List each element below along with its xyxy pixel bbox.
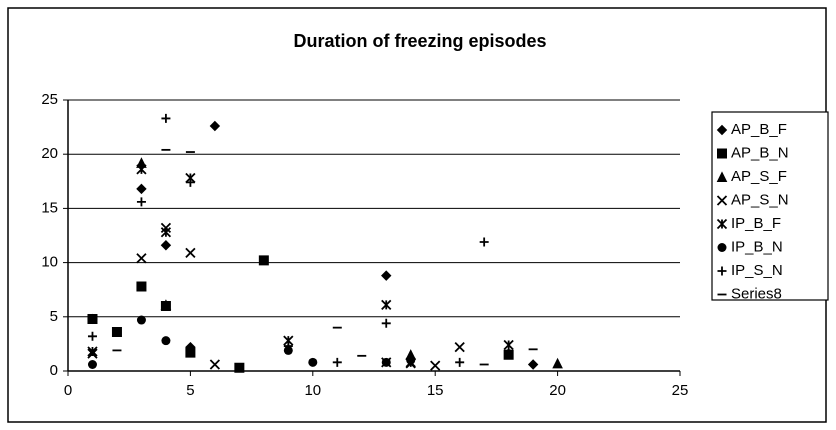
legend-marker bbox=[717, 243, 727, 252]
point bbox=[185, 177, 195, 187]
point bbox=[527, 359, 539, 370]
chart-title: Duration of freezing episodes bbox=[293, 31, 546, 51]
point bbox=[209, 120, 221, 132]
point bbox=[406, 355, 416, 365]
y-tick-label: 20 bbox=[41, 145, 58, 162]
legend-label: IP_B_N bbox=[731, 238, 783, 255]
point bbox=[381, 270, 392, 281]
x-tick-label: 10 bbox=[304, 382, 321, 399]
legend-marker bbox=[716, 195, 728, 206]
point bbox=[381, 357, 391, 367]
point bbox=[136, 315, 146, 325]
point bbox=[87, 331, 97, 341]
point bbox=[136, 197, 146, 207]
point bbox=[234, 362, 245, 373]
y-tick-label: 0 bbox=[50, 362, 58, 379]
point bbox=[479, 237, 489, 247]
point bbox=[504, 349, 514, 359]
point bbox=[136, 281, 147, 292]
point bbox=[87, 359, 97, 369]
legend-marker bbox=[717, 148, 727, 159]
point bbox=[160, 240, 172, 251]
x-tick-label: 15 bbox=[427, 382, 444, 399]
legend-label: IP_B_F bbox=[731, 215, 781, 232]
legend-marker bbox=[716, 218, 728, 230]
legend-box bbox=[711, 111, 829, 301]
point bbox=[111, 326, 122, 337]
point bbox=[430, 360, 441, 371]
point bbox=[503, 339, 514, 351]
x-tick-label: 20 bbox=[549, 382, 566, 399]
point bbox=[87, 346, 98, 357]
point bbox=[209, 359, 221, 370]
point bbox=[454, 342, 465, 353]
point bbox=[161, 336, 171, 346]
point bbox=[308, 357, 318, 367]
x-tick-label: 0 bbox=[64, 382, 72, 399]
point bbox=[455, 357, 465, 367]
point bbox=[136, 164, 147, 175]
point bbox=[185, 344, 195, 354]
legend-marker bbox=[717, 266, 727, 276]
point bbox=[136, 183, 147, 195]
point bbox=[161, 113, 171, 123]
point bbox=[283, 341, 293, 351]
legend-label: IP_S_N bbox=[731, 262, 783, 279]
legend-label: Series8 bbox=[731, 285, 782, 302]
y-tick-label: 5 bbox=[50, 308, 58, 325]
point bbox=[552, 357, 563, 369]
point bbox=[332, 357, 342, 367]
legend-label: AP_S_F bbox=[731, 168, 787, 185]
legend-label: AP_B_F bbox=[731, 121, 787, 138]
x-tick-label: 25 bbox=[672, 382, 689, 399]
point bbox=[381, 299, 392, 311]
x-tick-label: 5 bbox=[186, 382, 194, 399]
y-tick-label: 15 bbox=[41, 199, 58, 216]
point bbox=[258, 255, 269, 266]
legend-label: AP_S_N bbox=[731, 191, 789, 208]
point bbox=[185, 247, 196, 258]
point bbox=[87, 313, 98, 324]
point bbox=[136, 253, 147, 264]
y-tick-label: 10 bbox=[41, 254, 58, 271]
chart-border bbox=[7, 7, 827, 423]
point bbox=[160, 299, 172, 310]
legend-marker bbox=[716, 124, 728, 136]
y-tick-label: 25 bbox=[41, 91, 58, 108]
point bbox=[160, 227, 172, 238]
legend-marker bbox=[716, 171, 728, 182]
legend-label: AP_B_N bbox=[731, 144, 789, 161]
point bbox=[381, 318, 391, 328]
